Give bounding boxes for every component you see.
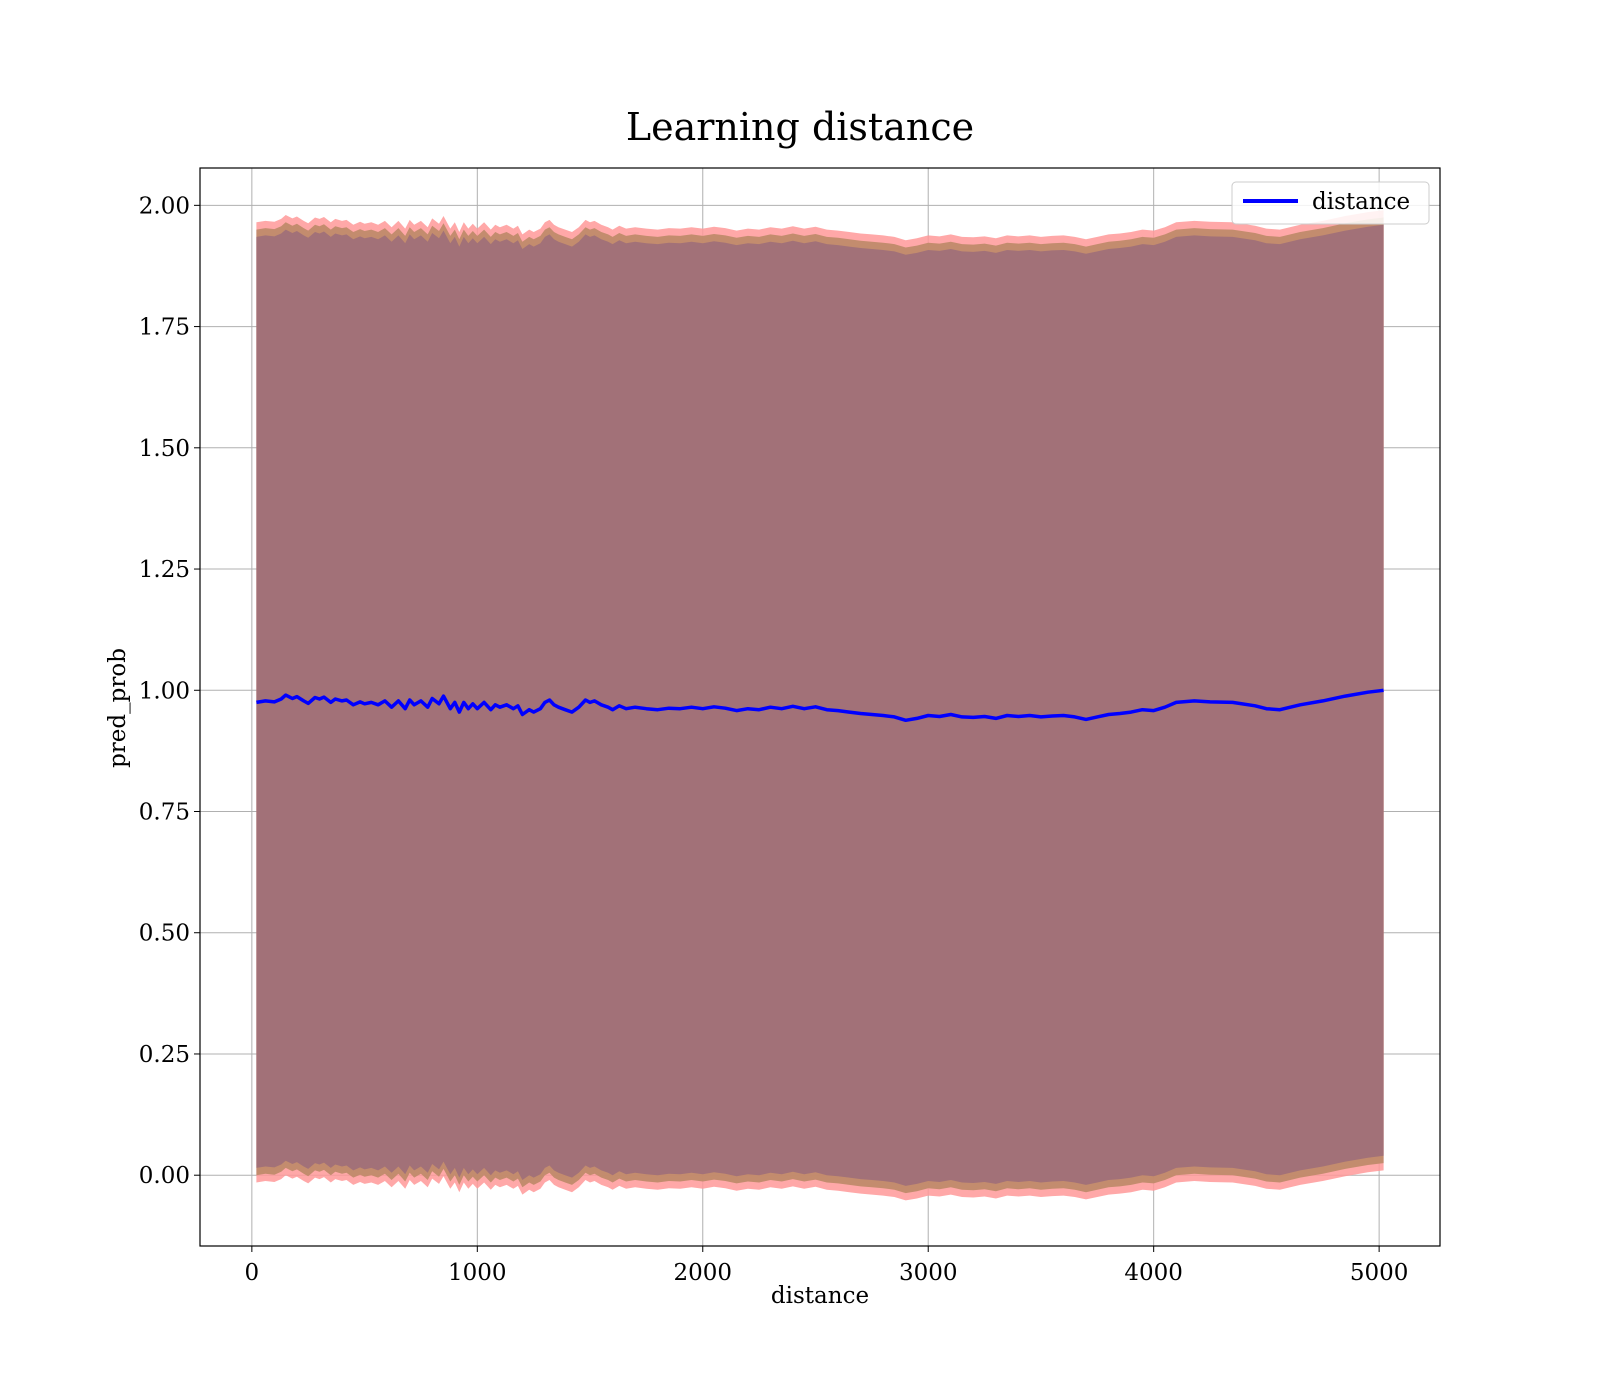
- x-axis-label: distance: [771, 1283, 869, 1309]
- series-line-distance: [256, 688, 1384, 723]
- y-tick-label: 0.00: [139, 1163, 190, 1189]
- x-tick-label: 3000: [899, 1260, 958, 1286]
- x-tick-label: 4000: [1124, 1260, 1183, 1286]
- y-tick-label: 2.00: [139, 193, 190, 219]
- band-inner: [256, 224, 1384, 1186]
- chart-title: Learning distance: [626, 105, 974, 149]
- legend-label-distance: distance: [1312, 189, 1410, 215]
- x-axis: 0 1000 2000 3000 4000 5000: [245, 1246, 1409, 1286]
- x-tick-label: 5000: [1350, 1260, 1409, 1286]
- y-tick-label: 1.75: [139, 315, 190, 341]
- y-axis: 0.00 0.25 0.50 0.75 1.00 1.25 1.50 1.75 2.00: [139, 193, 200, 1189]
- y-tick-label: 0.75: [139, 800, 190, 826]
- y-tick-label: 1.50: [139, 436, 190, 462]
- y-tick-label: 1.00: [139, 678, 190, 704]
- bands: [256, 210, 1384, 1201]
- y-tick-label: 0.50: [139, 921, 190, 947]
- x-tick-label: 2000: [673, 1260, 732, 1286]
- plot-frame: [199, 167, 1441, 1247]
- lines: [256, 688, 1384, 723]
- x-tick-label: 0: [245, 1260, 260, 1286]
- y-axis-label: pred_prob: [105, 648, 131, 768]
- y-tick-label: 1.25: [139, 557, 190, 583]
- x-tick-label: 1000: [448, 1260, 507, 1286]
- legend: distance: [1231, 181, 1430, 225]
- y-tick-label: 0.25: [139, 1042, 190, 1068]
- legend-box: [1231, 181, 1430, 225]
